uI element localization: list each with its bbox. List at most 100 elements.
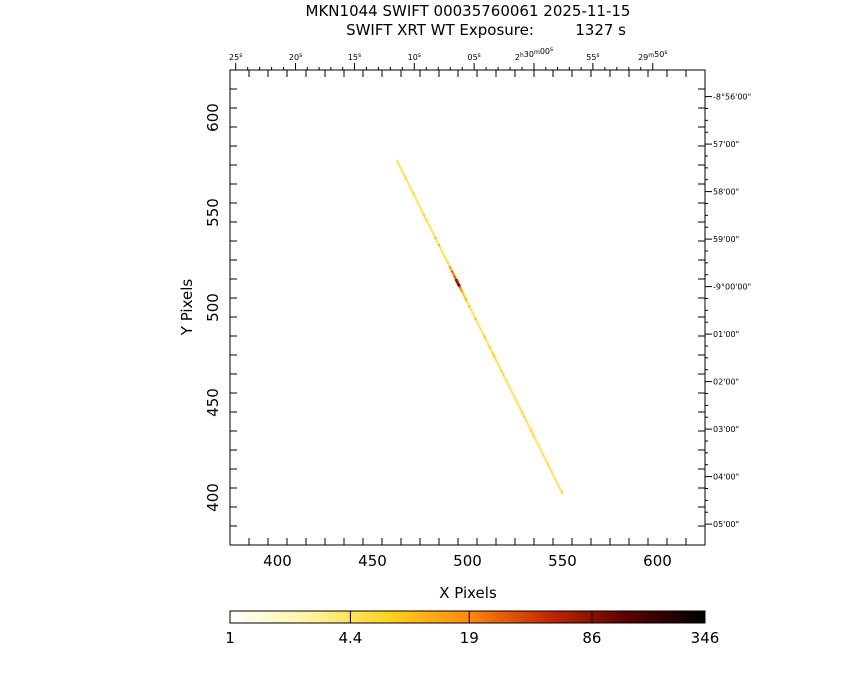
streak-pixel	[505, 380, 508, 383]
colorbar-ticks: 1 4.4 19 86 346	[225, 611, 719, 647]
streak-pixel	[491, 352, 494, 355]
streak-pixel	[401, 170, 404, 173]
streak-pixel	[467, 303, 470, 306]
streak-pixel	[468, 305, 471, 308]
streak-pixel	[475, 319, 478, 322]
streak-pixel	[431, 231, 434, 235]
streak-pixel	[455, 280, 459, 284]
streak-pixel	[535, 440, 538, 443]
streak-pixel	[556, 482, 559, 485]
streak-pixel	[508, 385, 511, 389]
streak-pixel	[429, 226, 432, 229]
streak-pixel	[406, 181, 409, 184]
y-tick-label: 550	[204, 198, 222, 227]
streak-pixel	[551, 473, 555, 476]
colorbar-tick-label: 4.4	[338, 629, 362, 647]
streak-pixel	[474, 317, 477, 320]
streak-pixel	[537, 443, 540, 446]
streak-pixel	[532, 434, 535, 438]
dec-tick-label: 01'00"	[713, 330, 739, 339]
streak-pixel	[507, 384, 510, 387]
streak-pixel	[478, 326, 481, 329]
streak-pixel	[523, 415, 526, 418]
streak-pixel	[487, 343, 490, 347]
streak-pixel	[410, 189, 414, 193]
streak-pixel	[539, 448, 542, 452]
ra-axis-ticks: 25s 20s 15s 10s 05s 2h30m00s 55s 29m50s	[229, 46, 667, 70]
streak-pixel	[504, 378, 508, 382]
streak-pixel	[520, 410, 523, 413]
streak-pixel	[552, 475, 555, 478]
streak-pixel	[448, 265, 451, 268]
streak-pixel	[496, 361, 499, 364]
chart-subtitle-label: SWIFT XRT WT Exposure:	[346, 21, 534, 39]
dec-tick-label: 04'00"	[713, 473, 739, 482]
streak-pixel	[547, 464, 550, 467]
streak-pixel	[490, 349, 493, 352]
streak-pixel	[469, 307, 472, 310]
dec-tick-label: 03'00"	[713, 425, 739, 434]
streak-pixel	[396, 161, 400, 165]
streak-pixel	[396, 160, 399, 163]
streak-pixel	[480, 329, 483, 333]
streak-pixel	[524, 419, 528, 422]
streak-pixel	[519, 408, 522, 411]
streak-pixel	[549, 468, 552, 471]
streak-pixel	[441, 251, 444, 254]
y-axis-ticks: 400 450 500 550 600	[204, 69, 705, 546]
streak-pixel	[473, 315, 476, 319]
streak-pixel	[540, 450, 543, 453]
y-tick-label: 400	[204, 483, 222, 512]
streak-pixel	[433, 235, 436, 238]
streak-pixel	[461, 291, 464, 294]
dec-tick-label: 57'00"	[713, 140, 739, 149]
streak-pixel	[503, 375, 506, 378]
streak-pixel	[424, 217, 428, 221]
dec-axis-ticks: -8°56'00" 57'00" 58'00" 59'00" -9°00'00" 01'0…	[705, 93, 751, 529]
streak-pixel	[497, 364, 501, 368]
streak-pixel	[403, 175, 407, 179]
streak-pixel	[450, 270, 454, 273]
streak-pixel	[402, 172, 405, 175]
y-tick-label: 600	[204, 103, 222, 132]
ra-tick-label: 25s	[229, 52, 242, 62]
streak-pixel	[501, 371, 504, 375]
streak-pixel	[534, 438, 537, 441]
streak-pixel	[512, 394, 515, 397]
streak-pixel	[457, 284, 461, 287]
streak-pixel	[476, 321, 479, 324]
streak-pixel	[502, 373, 505, 376]
streak-pixel	[493, 356, 496, 359]
streak-pixel	[430, 230, 434, 233]
streak-pixel	[425, 219, 428, 222]
streak-pixel	[479, 328, 482, 331]
streak-pixel	[485, 340, 488, 343]
streak-pixel	[409, 186, 412, 189]
ra-tick-label: 55s	[586, 52, 599, 62]
chart-title: MKN1044 SWIFT 00035760061 2025-11-15	[306, 2, 631, 20]
streak-pixel	[500, 370, 503, 373]
streak-pixel	[509, 387, 512, 390]
streak-pixel	[408, 184, 411, 187]
streak-pixel	[545, 461, 548, 464]
streak-pixel	[510, 391, 514, 394]
streak-pixel	[451, 272, 454, 275]
streak-pixel	[527, 424, 530, 427]
streak-pixel	[470, 308, 473, 312]
streak-pixel	[428, 224, 431, 228]
colorbar-tick-label: 1	[225, 629, 235, 647]
dec-tick-label: 58'00"	[713, 188, 739, 197]
streak-pixel	[405, 179, 408, 182]
streak-pixel	[495, 359, 498, 362]
streak-pixel	[422, 212, 425, 215]
dec-tick-label: 05'00"	[713, 520, 739, 529]
streak-pixel	[516, 401, 519, 404]
streak-pixel	[558, 487, 561, 490]
streak-pixel	[511, 392, 515, 396]
streak-pixel	[418, 205, 421, 208]
streak-pixel	[490, 350, 494, 354]
x-tick-label: 500	[453, 552, 482, 570]
streak-pixel	[481, 331, 484, 334]
colorbar-tick-label: 346	[691, 629, 720, 647]
streak-pixel	[528, 426, 531, 429]
